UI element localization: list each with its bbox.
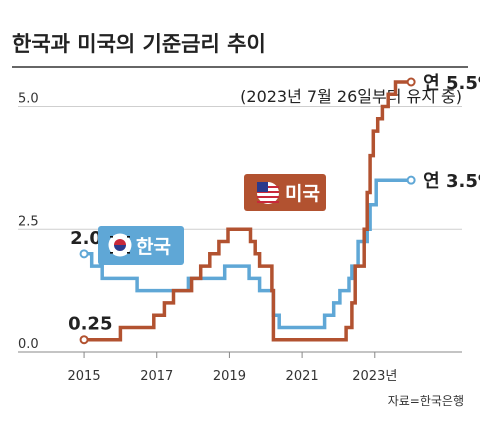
series-start-point [79,249,89,259]
series-end-label: 연 3.5% [423,171,480,192]
series-start-label: 0.25 [68,314,112,335]
series-end-point [406,175,416,185]
source-note: 자료=한국은행 [388,393,464,408]
series-end-label: 연 5.5% [423,73,480,94]
chart-subtitle: (2023년 7월 26일부터 유지 중) [240,87,462,106]
legend-us: 미국 [244,174,326,211]
series-start-point [79,335,89,345]
series-end-point [406,77,416,87]
x-tick-label: 2021 [286,369,319,384]
x-tick-label: 2015 [68,369,101,384]
series-layer: 연 3.5%2.00연 5.5%0.25 [68,73,480,345]
y-tick-label: 2.5 [18,214,39,229]
x-axis: 2015 2017 2019 2021 2023년 [68,352,397,384]
legend-kr-label: 한국 [136,236,171,258]
us-flag-icon [257,182,279,204]
chart-title: 한국과 미국의 기준금리 추이 [12,32,266,56]
x-tick-label: 2023년 [352,369,397,384]
korea-flag-icon [108,233,132,257]
x-tick-label: 2019 [213,369,246,384]
series-line-us [84,80,412,342]
x-tick-label: 2017 [140,369,173,384]
y-axis: 0.0 2.5 5.0 [18,92,39,352]
y-tick-label: 0.0 [18,337,39,352]
legend-kr: 한국 [98,226,184,265]
legend-us-label: 미국 [285,183,320,205]
y-tick-label: 5.0 [18,92,39,107]
